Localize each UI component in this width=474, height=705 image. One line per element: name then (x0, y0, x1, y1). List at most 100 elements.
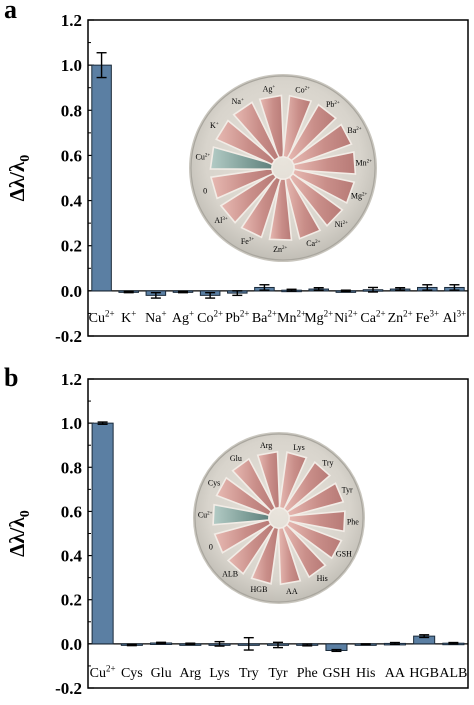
x-tick-label: Na+ (145, 309, 166, 326)
y-tick-label: 0.8 (61, 458, 82, 477)
y-axis-label: Δλ/λ0 (5, 510, 33, 557)
tube-label: K+ (210, 121, 219, 130)
x-tick-label: Phe (297, 666, 318, 681)
tube (285, 519, 343, 560)
tube-label: Zn2+ (273, 245, 287, 254)
tube (278, 451, 308, 510)
tube-label: Mg2+ (351, 192, 368, 201)
y-tick-label: 1.2 (61, 11, 82, 30)
x-tick-label: AA (385, 666, 406, 681)
tube-label: Na+ (232, 97, 244, 106)
tube-label: 0 (203, 186, 207, 195)
x-tick-label: Cys (121, 666, 143, 681)
x-tick-label: ALB (439, 666, 467, 681)
x-tick-label: Ni2+ (334, 309, 358, 326)
x-tick-label: Co2+ (197, 309, 223, 326)
tube-label: AA (286, 587, 298, 596)
tube-label: His (317, 574, 328, 583)
y-tick-label: 0.0 (61, 282, 82, 301)
x-tick-label: Lys (209, 666, 229, 681)
tube-cu (209, 146, 274, 171)
tube (209, 167, 275, 200)
tube-label: Ni2+ (335, 220, 349, 229)
tube-label: ALB (222, 569, 238, 578)
x-tick-label: Fe3+ (415, 309, 439, 326)
panel-a: a Δλ/λ0 -0.2 0.0 0.2 0.4 0.6 0.8 1.0 1.2 Cu2+ K+ Na+… (4, 0, 469, 346)
y-tick-label: 0.4 (61, 547, 83, 566)
y-tick-label: 0.8 (61, 101, 82, 120)
tube (250, 526, 280, 585)
tube-label: Fe3+ (241, 237, 255, 246)
tube (219, 171, 278, 224)
tube-label: Arg (260, 441, 272, 450)
y-tick-label: 0.6 (61, 502, 82, 521)
tube (283, 176, 322, 240)
tube (215, 476, 273, 517)
tube (258, 94, 285, 159)
y-tick-label: 0.2 (61, 237, 82, 256)
tube (215, 119, 277, 166)
tube (268, 178, 293, 241)
x-tick-label: His (356, 666, 375, 681)
tube (286, 482, 345, 518)
tube-label: HGB (251, 585, 268, 594)
tube (292, 151, 357, 175)
panel-label: a (4, 0, 17, 24)
tube-label: Tyr (342, 485, 353, 494)
tube-label: Cu2+ (195, 153, 210, 162)
x-tick-label: HGB (409, 666, 439, 681)
tube (281, 523, 327, 579)
x-tick-label: Zn2+ (388, 309, 413, 326)
tube (288, 510, 346, 533)
x-tick-label: Ag+ (172, 309, 194, 326)
y-tick-label: 1.0 (61, 414, 82, 433)
x-tick-label: Ba2+ (252, 309, 277, 326)
tube-label: Al3+ (214, 216, 228, 225)
y-tick-label: 0.4 (61, 192, 83, 211)
tube (290, 123, 353, 167)
tube-label: Cys (208, 479, 220, 488)
y-tick-label: -0.2 (55, 327, 82, 346)
x-tick-label: Ca2+ (360, 309, 385, 326)
tube (282, 460, 332, 514)
tube-label: Cu2+ (198, 510, 213, 519)
tube (256, 450, 281, 510)
panel-label: b (4, 363, 18, 392)
tube (286, 103, 338, 163)
tube (231, 457, 277, 513)
tube (232, 101, 281, 162)
tube-label: Ba2+ (347, 126, 361, 135)
x-tick-label: Arg (180, 666, 202, 681)
tube-label: Ag+ (263, 84, 276, 93)
x-tick-label: Glu (151, 666, 172, 681)
tube-label: Lys (293, 443, 305, 452)
x-tick-label: K+ (121, 309, 136, 326)
tube-label: Co2+ (295, 85, 310, 94)
tube (240, 175, 282, 239)
x-tick-label: Cu2+ (90, 664, 116, 681)
tube-label: Mn2+ (356, 158, 373, 167)
y-tick-label: 0.0 (61, 635, 82, 654)
x-tick-label: Try (239, 666, 259, 681)
y-axis-label: Δλ/λ0 (5, 155, 33, 202)
x-tick-label: Tyr (268, 666, 288, 681)
bar (91, 64, 112, 292)
y-tick-label: 1.0 (61, 56, 82, 75)
y-tick-label: 0.6 (61, 146, 82, 165)
tube (287, 172, 344, 228)
x-tick-label: GSH (322, 666, 350, 681)
y-tick-label: 0.2 (61, 591, 82, 610)
tube-label: Pb2+ (326, 100, 340, 109)
tube (291, 168, 356, 205)
tube-label: Ca2+ (306, 239, 320, 248)
tube-label: Try (322, 459, 333, 468)
tube (213, 518, 272, 554)
panel-b: b Δλ/λ0 -0.2 0.0 0.2 0.4 0.6 0.8 1.0 1.2 Cu2+ Cys Gl… (4, 363, 469, 698)
tube-label: Phe (347, 518, 359, 527)
tube (226, 522, 276, 576)
tube-label: 0 (209, 543, 213, 552)
y-tick-label: -0.2 (55, 679, 82, 698)
tube-cu (212, 503, 270, 526)
x-tick-label: Pb2+ (225, 309, 249, 326)
